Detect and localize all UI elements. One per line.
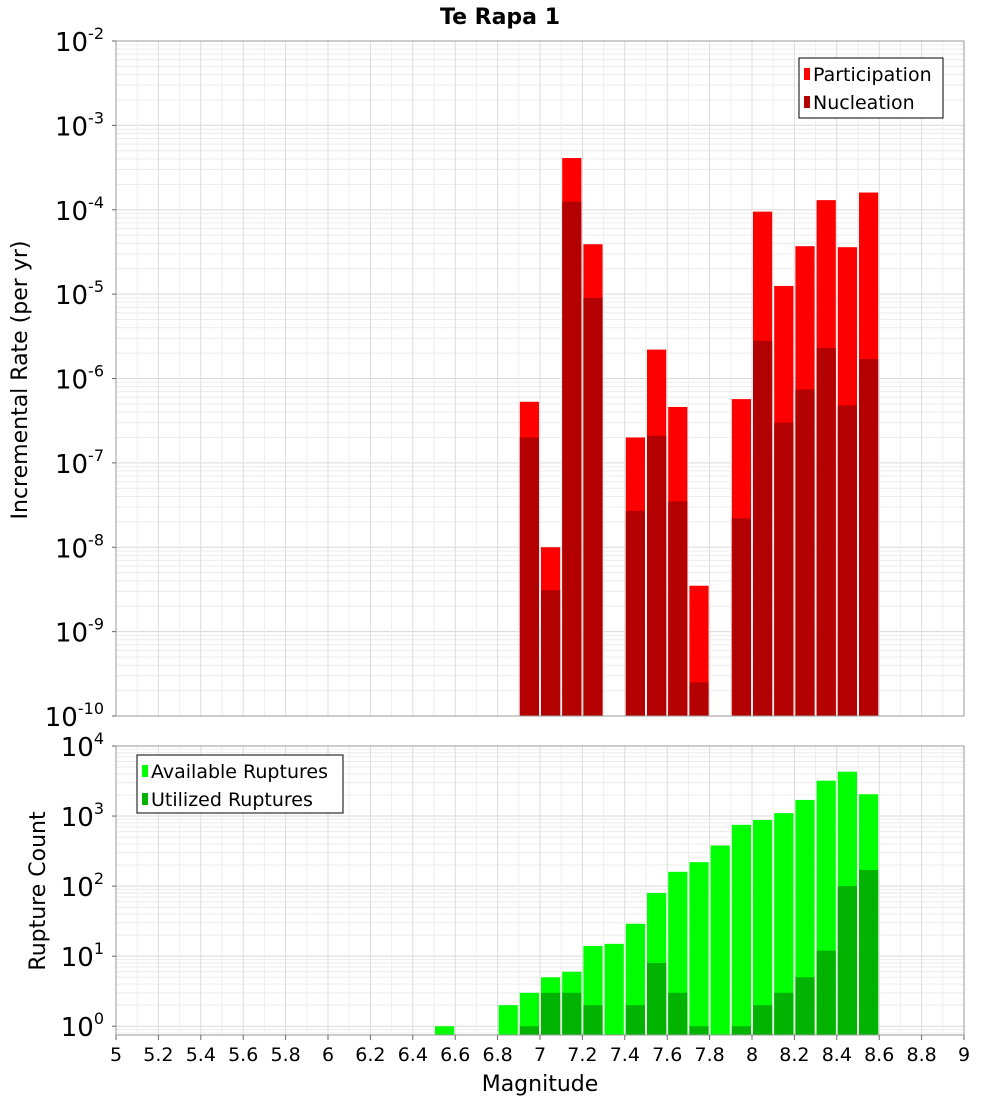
bar-secondary (541, 590, 561, 716)
legend: Available Ruptures Utilized Ruptures (136, 754, 344, 814)
legend-box (798, 57, 944, 119)
bar-secondary (647, 962, 667, 1035)
legend: Participation Nucleation (798, 57, 944, 119)
bar-secondary (753, 1005, 773, 1035)
x-tick-label: 7 (534, 1044, 546, 1066)
bar-primary (774, 813, 794, 1035)
legend-box (136, 754, 344, 814)
x-axis-label: Magnitude (482, 1072, 599, 1097)
legend-label: Participation (813, 64, 932, 86)
bar-secondary (753, 340, 773, 716)
x-tick-label: 5.6 (228, 1044, 258, 1066)
bar-secondary (795, 389, 815, 716)
y-tick-label: 104 (61, 729, 104, 763)
x-tick-label: 6.6 (440, 1044, 470, 1066)
bar-secondary (668, 501, 688, 716)
bar-secondary (859, 869, 879, 1035)
plot-panel-0: 10-2 10-3 10-4 10-5 10-6 10-7 10-8 10-9 10-10 Par… (45, 24, 965, 733)
x-tick-label: 7.4 (610, 1044, 640, 1066)
bar-secondary (689, 682, 709, 716)
bar-secondary (583, 1005, 603, 1035)
bar-secondary (519, 437, 539, 716)
y-tick-label: 100 (61, 1009, 104, 1043)
bar-secondary (774, 992, 794, 1035)
bar-secondary (795, 977, 815, 1035)
bar-secondary (837, 886, 857, 1035)
x-tick-label: 5.4 (186, 1044, 216, 1066)
bar-primary (795, 799, 815, 1035)
y-tick-label: 10-7 (55, 446, 104, 480)
bar-primary (731, 824, 751, 1035)
bar-secondary (541, 992, 561, 1035)
bar-secondary (562, 201, 582, 716)
y-tick-label: 10-3 (55, 108, 104, 142)
bar-primary (753, 819, 773, 1035)
x-tick-label: 7.2 (567, 1044, 597, 1066)
x-tick-label: 7.6 (652, 1044, 682, 1066)
bar-secondary (562, 992, 582, 1035)
bar-primary (498, 1005, 518, 1035)
legend-swatch (804, 68, 810, 80)
y-tick-label: 102 (61, 869, 104, 903)
plot-panel-1: 104 103 102 101 100 5 5.2 5.4 5.6 5.8 6 6.2 6.4 6.6 6.… (61, 729, 970, 1066)
bar-secondary (816, 950, 836, 1035)
bar-primary (435, 1026, 455, 1035)
x-tick-label: 8.2 (779, 1044, 809, 1066)
x-tick-label: 6.8 (482, 1044, 512, 1066)
y-tick-label: 10-2 (55, 24, 104, 58)
bar-secondary (668, 992, 688, 1035)
bar-secondary (647, 435, 667, 716)
bar-secondary (583, 297, 603, 716)
bar-secondary (689, 1026, 709, 1035)
bar-secondary (859, 359, 879, 716)
x-tick-label: 6.4 (398, 1044, 428, 1066)
x-tick-label: 5 (110, 1044, 122, 1066)
legend-label: Available Ruptures (151, 761, 328, 783)
x-tick-label: 6 (322, 1044, 334, 1066)
x-tick-label: 8 (746, 1044, 758, 1066)
x-tick-label: 9 (958, 1044, 970, 1066)
chart-title: Te Rapa 1 (440, 5, 560, 30)
bar-secondary (731, 518, 751, 716)
bar-secondary (837, 405, 857, 716)
x-tick-label: 5.2 (143, 1044, 173, 1066)
bar-secondary (625, 510, 645, 716)
x-tick-label: 7.8 (694, 1044, 724, 1066)
bar-secondary (519, 1026, 539, 1035)
bar-secondary (816, 347, 836, 716)
legend-swatch (804, 96, 810, 108)
y-tick-label: 10-9 (55, 615, 104, 649)
x-tick-label: 8.4 (822, 1044, 852, 1066)
y-tick-label: 10-4 (55, 193, 104, 227)
bar-primary (689, 862, 709, 1035)
y-tick-label: 10-6 (55, 362, 104, 396)
y-axis-label-rate: Incremental Rate (per yr) (8, 241, 33, 520)
x-tick-label: 8.8 (906, 1044, 936, 1066)
bar-secondary (625, 1005, 645, 1035)
y-tick-label: 10-10 (45, 699, 104, 733)
legend-label: Nucleation (813, 92, 915, 114)
y-tick-label: 10-8 (55, 530, 104, 564)
y-axis-label-count: Rupture Count (26, 811, 51, 971)
x-tick-label: 8.6 (864, 1044, 894, 1066)
y-tick-label: 10-5 (55, 277, 104, 311)
legend-label: Utilized Ruptures (151, 789, 313, 811)
y-tick-label: 101 (61, 939, 104, 973)
legend-swatch (142, 765, 148, 777)
x-tick-label: 6.2 (355, 1044, 385, 1066)
bar-primary (604, 943, 624, 1035)
bar-secondary (731, 1026, 751, 1035)
y-tick-label: 103 (61, 799, 104, 833)
legend-swatch (142, 793, 148, 805)
bar-primary (519, 992, 539, 1035)
bar-primary (710, 845, 730, 1035)
bar-secondary (774, 422, 794, 716)
x-tick-label: 5.8 (270, 1044, 300, 1066)
